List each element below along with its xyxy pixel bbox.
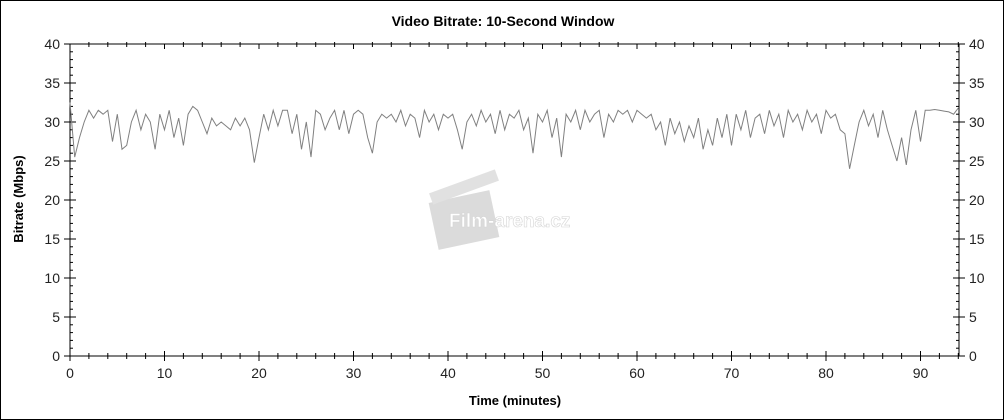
y-tick-label-right: 35 [969, 75, 985, 91]
x-tick-label: 80 [818, 365, 834, 381]
y-tick-label-left: 15 [44, 231, 60, 247]
x-tick-label: 70 [724, 365, 740, 381]
y-tick-label-left: 25 [44, 153, 60, 169]
y-tick-label-right: 0 [969, 348, 977, 364]
ticks: 0 10 20 30 40 50 60 70 80 90 0 5 10 15 20 25 30 35 40 0 5 10 1… [44, 36, 984, 381]
y-tick-label-left: 10 [44, 270, 60, 286]
y-tick-label-right: 30 [969, 114, 985, 130]
y-tick-label-left: 5 [52, 309, 60, 325]
bitrate-series-line [69, 102, 959, 169]
film-clapper-icon [428, 190, 500, 250]
axes [69, 43, 960, 357]
y-tick-label-right: 40 [969, 36, 985, 52]
y-tick-label-left: 0 [52, 348, 60, 364]
x-tick-label: 10 [157, 365, 173, 381]
y-tick-label-left: 20 [44, 192, 60, 208]
x-tick-label: 30 [346, 365, 362, 381]
y-tick-label-right: 15 [969, 231, 985, 247]
y-axis-label: Bitrate (Mbps) [11, 155, 26, 242]
x-axis-label: Time (minutes) [469, 393, 561, 408]
x-tick-label: 60 [629, 365, 645, 381]
y-tick-label-left: 40 [44, 36, 60, 52]
watermark-logo: Film-arena.cz [428, 169, 571, 250]
y-tick-label-right: 10 [969, 270, 985, 286]
y-tick-label-left: 35 [44, 75, 60, 91]
x-tick-label: 0 [66, 365, 74, 381]
y-tick-label-right: 20 [969, 192, 985, 208]
chart-title: Video Bitrate: 10-Second Window [392, 13, 615, 29]
x-tick-label: 50 [535, 365, 551, 381]
y-tick-label-right: 25 [969, 153, 985, 169]
y-tick-label-right: 5 [969, 309, 977, 325]
x-tick-label: 20 [251, 365, 267, 381]
y-tick-label-left: 30 [44, 114, 60, 130]
x-tick-label: 40 [440, 365, 456, 381]
clapper-top-icon [429, 169, 499, 205]
x-tick-label: 90 [913, 365, 929, 381]
watermark-text: Film-arena.cz [449, 211, 570, 232]
